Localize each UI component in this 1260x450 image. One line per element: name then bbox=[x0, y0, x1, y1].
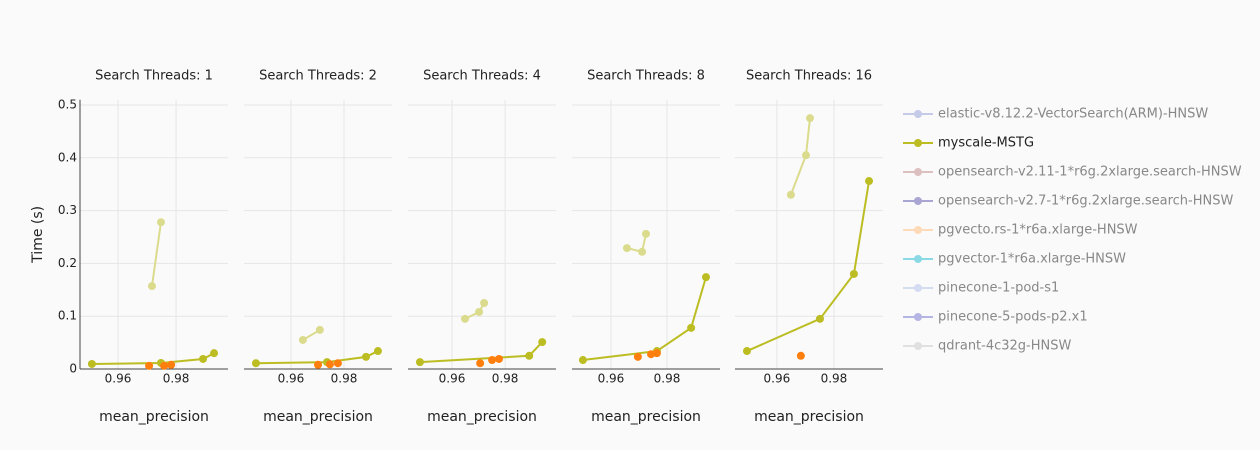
legend-marker bbox=[914, 342, 922, 350]
x-tick-label: 0.96 bbox=[439, 372, 466, 386]
y-tick-label: 0.2 bbox=[58, 256, 77, 270]
legend-marker bbox=[914, 284, 922, 292]
legend-marker bbox=[914, 139, 922, 147]
x-tick-label: 0.96 bbox=[278, 372, 305, 386]
panel-title: Search Threads: 8 bbox=[587, 69, 705, 84]
point bbox=[145, 361, 154, 370]
point bbox=[642, 229, 650, 238]
legend-marker bbox=[914, 226, 922, 234]
point bbox=[362, 352, 371, 361]
x-tick-label: 0.98 bbox=[331, 372, 358, 386]
y-axis-label: Time (s) bbox=[30, 206, 46, 264]
point bbox=[633, 352, 642, 361]
legend-label: opensearch-v2.11-1*r6g.2xlarge.search-HN… bbox=[938, 165, 1242, 180]
point bbox=[494, 354, 503, 363]
panel-title: Search Threads: 16 bbox=[746, 69, 872, 84]
point bbox=[156, 218, 165, 227]
y-tick-label: 0.1 bbox=[58, 309, 77, 323]
point bbox=[815, 314, 824, 323]
point bbox=[796, 351, 805, 360]
point bbox=[802, 151, 811, 160]
x-tick-label: 0.96 bbox=[598, 372, 625, 386]
legend-marker bbox=[914, 255, 922, 263]
point bbox=[488, 356, 497, 365]
panel-title: Search Threads: 4 bbox=[423, 69, 541, 84]
point bbox=[315, 325, 324, 334]
y-tick-label: 0 bbox=[69, 362, 77, 376]
point bbox=[167, 360, 176, 369]
point bbox=[147, 282, 156, 291]
legend-label: myscale-MSTG bbox=[938, 136, 1034, 151]
panel-title: Search Threads: 1 bbox=[95, 69, 213, 84]
series-line bbox=[582, 276, 707, 362]
point bbox=[333, 359, 342, 368]
point bbox=[199, 354, 208, 363]
series-line bbox=[419, 341, 543, 364]
legend-label: opensearch-v2.7-1*r6g.2xlarge.search-HNS… bbox=[938, 194, 1233, 209]
point bbox=[314, 360, 322, 369]
point bbox=[786, 190, 795, 199]
legend-label: elastic-v8.12.2-VectorSearch(ARM)-HNSW bbox=[938, 107, 1208, 122]
point bbox=[476, 359, 485, 368]
point bbox=[687, 323, 696, 332]
x-axis-label: mean_precision bbox=[99, 409, 209, 425]
x-tick-label: 0.98 bbox=[654, 372, 681, 386]
point bbox=[160, 361, 169, 370]
point bbox=[373, 347, 382, 356]
legend-label: pinecone-1-pod-s1 bbox=[938, 281, 1059, 296]
y-tick-label: 0.3 bbox=[58, 203, 77, 217]
y-tick-label: 0.5 bbox=[58, 97, 77, 111]
x-tick-label: 0.98 bbox=[821, 372, 848, 386]
x-axis-label: mean_precision bbox=[591, 409, 701, 425]
point bbox=[849, 269, 858, 278]
x-axis-label: mean_precision bbox=[263, 409, 373, 425]
point bbox=[622, 244, 631, 253]
x-axis-label: mean_precision bbox=[754, 409, 864, 425]
legend-marker bbox=[914, 197, 922, 205]
series-line bbox=[91, 352, 215, 365]
legend-label: pgvector-1*r6a.xlarge-HNSW bbox=[938, 252, 1126, 267]
x-tick-label: 0.96 bbox=[764, 372, 791, 386]
legend-marker bbox=[914, 168, 922, 176]
series-line bbox=[255, 350, 379, 365]
point bbox=[210, 349, 219, 358]
point bbox=[578, 356, 587, 365]
point bbox=[251, 359, 260, 368]
x-axis-label: mean_precision bbox=[427, 409, 537, 425]
y-tick-label: 0.4 bbox=[58, 150, 77, 164]
point bbox=[325, 360, 334, 369]
point bbox=[742, 347, 751, 356]
x-tick-label: 0.96 bbox=[105, 372, 132, 386]
point bbox=[475, 307, 484, 316]
legend-marker bbox=[914, 313, 922, 321]
point bbox=[461, 314, 470, 323]
point bbox=[298, 335, 307, 344]
legend-label: pinecone-5-pods-p2.x1 bbox=[938, 310, 1088, 325]
point bbox=[415, 358, 424, 367]
point bbox=[538, 338, 547, 347]
series-line bbox=[150, 222, 162, 287]
x-tick-label: 0.98 bbox=[163, 372, 190, 386]
point bbox=[480, 298, 489, 307]
point bbox=[805, 114, 814, 123]
legend-label: qdrant-4c32g-HNSW bbox=[938, 339, 1071, 354]
point bbox=[638, 247, 647, 256]
panel-title: Search Threads: 2 bbox=[259, 69, 377, 84]
point bbox=[652, 349, 661, 358]
series-line bbox=[746, 180, 871, 352]
legend-marker bbox=[914, 110, 922, 118]
point bbox=[701, 273, 710, 282]
point bbox=[87, 359, 96, 368]
x-tick-label: 0.98 bbox=[492, 372, 519, 386]
legend-label: pgvecto.rs-1*r6a.xlarge-HNSW bbox=[938, 223, 1138, 238]
point bbox=[865, 177, 874, 186]
point bbox=[525, 351, 534, 360]
